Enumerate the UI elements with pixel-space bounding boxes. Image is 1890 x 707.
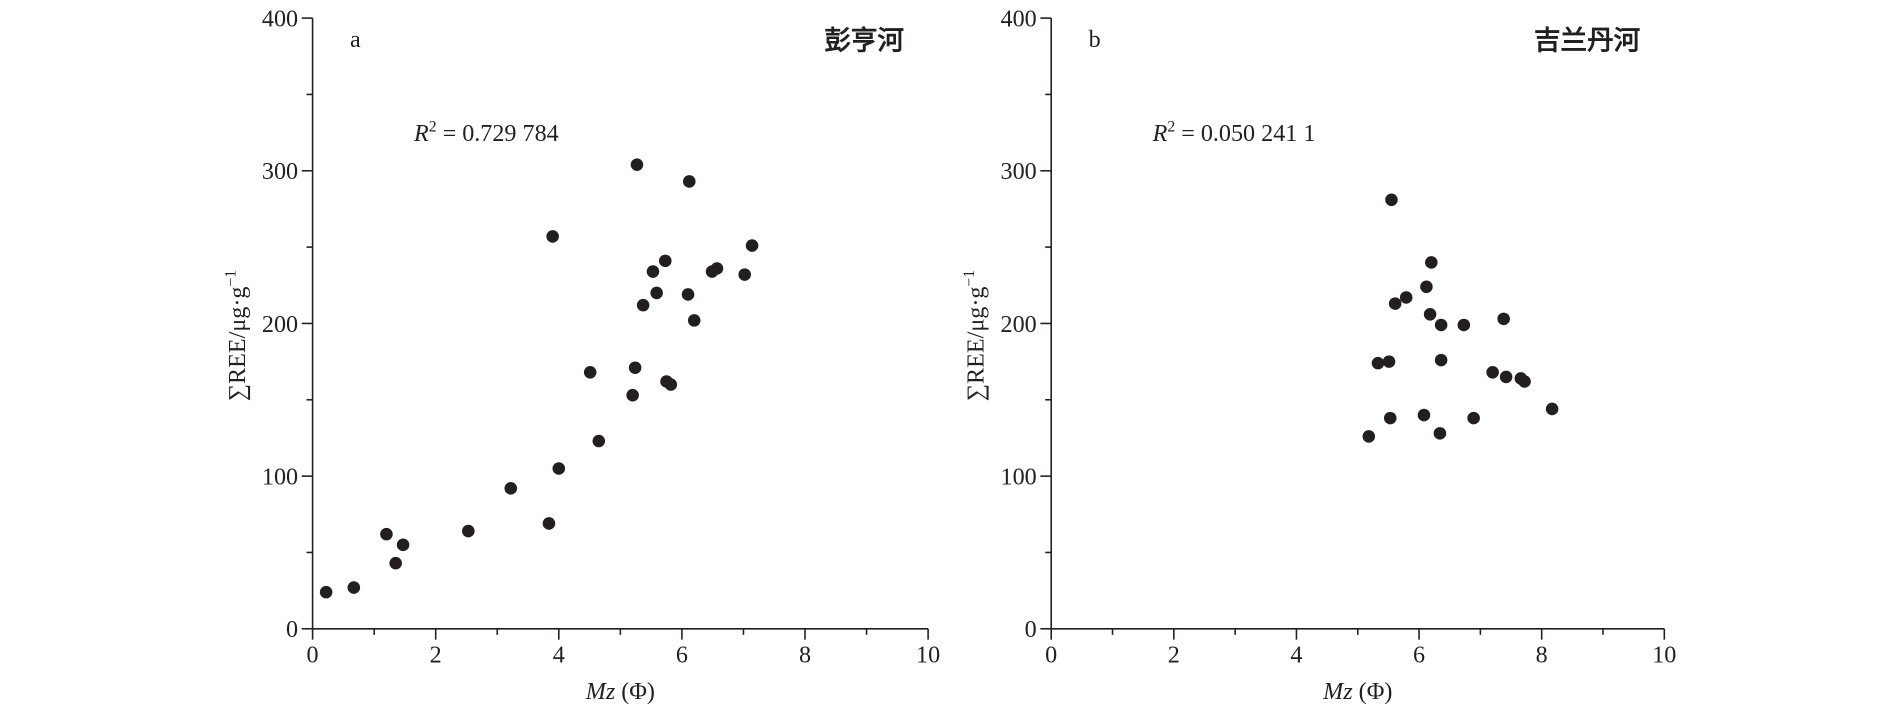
y-tick-label: 200 bbox=[262, 311, 298, 338]
point bbox=[542, 517, 556, 530]
y-tick-label: 100 bbox=[1001, 464, 1037, 491]
point bbox=[1457, 318, 1471, 332]
point bbox=[683, 175, 696, 188]
point bbox=[592, 434, 606, 448]
annotation-power: 2 bbox=[429, 119, 437, 136]
point bbox=[1362, 430, 1376, 443]
y-tick-label: 0 bbox=[1025, 616, 1037, 643]
point bbox=[1385, 193, 1398, 207]
point bbox=[1545, 402, 1559, 416]
x-tick-label: 4 bbox=[553, 642, 565, 669]
point bbox=[1518, 375, 1531, 388]
x-tick-label: 0 bbox=[1045, 642, 1057, 669]
point bbox=[552, 462, 566, 475]
x-tick-label: 6 bbox=[676, 642, 688, 669]
y-tick-label: 200 bbox=[1001, 311, 1037, 338]
y-tick-label: 100 bbox=[262, 464, 298, 491]
y-tick-label: 400 bbox=[262, 6, 298, 33]
point bbox=[396, 538, 410, 552]
point bbox=[650, 286, 663, 300]
chart-title: 彭亨河 bbox=[824, 25, 904, 55]
point bbox=[738, 268, 751, 281]
point bbox=[546, 230, 559, 243]
point bbox=[646, 265, 660, 278]
x-axis-label-var: Mz bbox=[1322, 678, 1353, 705]
annotation-text: = 0.729 784 bbox=[437, 120, 559, 147]
point bbox=[1499, 370, 1513, 384]
panel-label: b bbox=[1089, 26, 1101, 53]
point bbox=[1433, 427, 1447, 440]
point bbox=[1388, 297, 1402, 310]
point bbox=[1434, 353, 1448, 367]
point bbox=[1467, 411, 1480, 425]
y-axis-label-text: ∑REE/μg·g bbox=[963, 287, 990, 402]
x-tick-label: 0 bbox=[307, 642, 319, 669]
point bbox=[583, 366, 597, 379]
point bbox=[1382, 355, 1396, 368]
annotation: R2 = 0.729 784 bbox=[413, 119, 559, 148]
point bbox=[1420, 280, 1433, 294]
point bbox=[1423, 308, 1437, 321]
point bbox=[1497, 312, 1510, 326]
point bbox=[1486, 366, 1499, 379]
point bbox=[681, 288, 695, 301]
point bbox=[347, 581, 361, 594]
x-tick-label: 2 bbox=[430, 642, 442, 669]
point bbox=[687, 314, 701, 327]
annotation-text: = 0.050 241 1 bbox=[1175, 120, 1315, 147]
panel-label: a bbox=[350, 26, 361, 53]
point bbox=[462, 524, 475, 538]
point bbox=[380, 527, 393, 541]
x-tick-label: 6 bbox=[1413, 642, 1425, 669]
y-axis-label: ∑REE/μg·g−1 bbox=[222, 270, 251, 401]
y-tick-label: 300 bbox=[262, 158, 298, 185]
chart-title: 吉兰丹河 bbox=[1534, 25, 1641, 55]
y-axis-label: ∑REE/μg·g−1 bbox=[961, 270, 990, 401]
point bbox=[504, 482, 518, 495]
point bbox=[630, 158, 644, 171]
y-axis-label-power: −1 bbox=[961, 270, 978, 287]
y-tick-label: 400 bbox=[1001, 6, 1037, 33]
x-axis-label: Mz (Φ) bbox=[1322, 678, 1392, 705]
x-tick-label: 10 bbox=[1652, 642, 1676, 669]
annotation-var: R bbox=[1152, 120, 1168, 147]
point bbox=[1371, 356, 1385, 370]
y-tick-label: 300 bbox=[1001, 158, 1037, 185]
point bbox=[745, 239, 759, 252]
point bbox=[636, 298, 650, 312]
x-tick-label: 2 bbox=[1168, 642, 1180, 669]
x-axis-label-unit: (Φ) bbox=[615, 678, 655, 705]
x-tick-label: 4 bbox=[1290, 642, 1302, 669]
point bbox=[1434, 318, 1448, 332]
annotation-power: 2 bbox=[1167, 119, 1175, 136]
y-tick-label: 0 bbox=[286, 616, 298, 643]
x-axis-label: Mz (Φ) bbox=[585, 678, 655, 705]
point bbox=[389, 556, 402, 570]
x-tick-label: 10 bbox=[916, 642, 940, 669]
point bbox=[659, 254, 672, 268]
x-tick-label: 8 bbox=[1536, 642, 1548, 669]
point bbox=[1417, 408, 1431, 422]
point bbox=[319, 585, 333, 599]
point bbox=[710, 262, 724, 275]
point bbox=[626, 388, 639, 402]
point bbox=[1399, 291, 1413, 304]
x-tick-label: 8 bbox=[799, 642, 811, 669]
x-axis-label-unit: (Φ) bbox=[1353, 678, 1393, 705]
y-axis-label-text: ∑REE/μg·g bbox=[224, 287, 251, 402]
y-axis-label-power: −1 bbox=[222, 270, 239, 287]
point bbox=[1383, 411, 1397, 425]
point bbox=[1425, 256, 1438, 269]
annotation: R2 = 0.050 241 1 bbox=[1152, 119, 1316, 148]
x-axis-label-var: Mz bbox=[585, 678, 616, 705]
point bbox=[628, 361, 642, 374]
point bbox=[664, 378, 678, 391]
annotation-var: R bbox=[413, 120, 429, 147]
